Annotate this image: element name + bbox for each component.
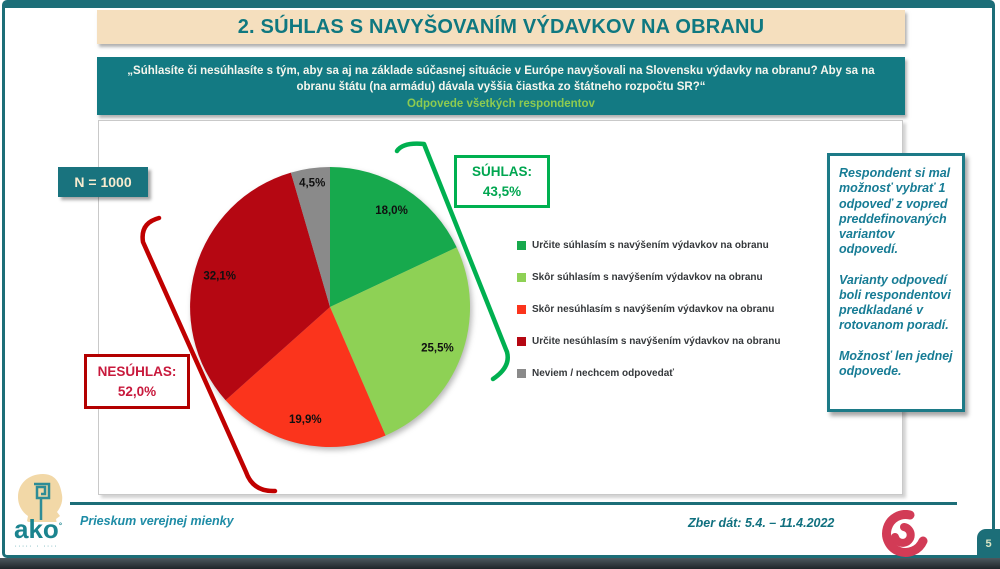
- note-paragraph: Respondent si mal možnosť vybrať 1 odpov…: [839, 166, 951, 257]
- slice-value-label: 32,1%: [203, 270, 236, 282]
- legend-item: Neviem / nechcem odpovedať: [517, 368, 817, 379]
- disagree-label: NESÚHLAS:: [97, 363, 177, 379]
- legend-item: Skôr súhlasím s navýšením výdavkov na ob…: [517, 272, 817, 283]
- logo-mark: °: [58, 521, 63, 531]
- agree-bracket: [394, 141, 510, 382]
- pie-slice-labels: 18,0% 25,5% 19,9% 32,1% 4,5%: [203, 177, 453, 426]
- disagree-bracket: [140, 215, 278, 494]
- slide-frame: [2, 0, 995, 558]
- legend-item: Určite nesúhlasím s navýšením výdavkov n…: [517, 336, 817, 347]
- footer-right-text: Zber dát: 5.4. – 11.4.2022: [688, 516, 835, 530]
- legend-label: Skôr nesúhlasím s navýšením výdavkov na …: [532, 304, 775, 315]
- ako-logo: ako° ····· · ····: [10, 472, 90, 550]
- pie-slice: [330, 167, 457, 307]
- slice-value-label: 18,0%: [375, 205, 408, 217]
- spiral-logo-icon: [882, 510, 928, 557]
- survey-question: „Súhlasíte či nesúhlasíte s tým, aby sa …: [127, 65, 875, 94]
- pie-slice: [190, 172, 330, 401]
- slice-value-label: 19,9%: [289, 414, 322, 426]
- legend-swatch: [517, 273, 526, 282]
- bottom-bar: [0, 558, 1000, 569]
- note-paragraph: Varianty odpovedí boli respondentovi pre…: [839, 272, 951, 333]
- legend-label: Určite súhlasím s navýšením výdavkov na …: [532, 240, 769, 251]
- agree-callout: SÚHLAS: 43,5%: [454, 155, 550, 208]
- pie-slice: [290, 167, 330, 307]
- logo-wordmark: ako°: [14, 514, 63, 544]
- disagree-callout: NESÚHLAS: 52,0%: [84, 354, 190, 409]
- slice-value-label: 25,5%: [421, 343, 454, 355]
- ako-head-icon: [18, 474, 63, 533]
- page-number: 5: [985, 537, 992, 550]
- legend-label: Neviem / nechcem odpovedať: [532, 368, 675, 379]
- question-box: „Súhlasíte či nesúhlasíte s tým, aby sa …: [97, 57, 905, 115]
- slide-title: 2. SÚHLAS S NAVYŠOVANÍM VÝDAVKOV NA OBRA…: [237, 15, 765, 38]
- sample-size-label: N = 1000: [74, 174, 132, 190]
- legend-swatch: [517, 305, 526, 314]
- disagree-value: 52,0%: [117, 383, 157, 399]
- agree-value: 43,5%: [482, 183, 522, 199]
- chart-legend: Určite súhlasím s navýšením výdavkov na …: [517, 240, 817, 400]
- slice-value-label: 4,5%: [299, 177, 325, 189]
- legend-label: Skôr súhlasím s navýšením výdavkov na ob…: [532, 272, 763, 283]
- page-number-tab: 5: [977, 529, 1000, 558]
- note-paragraph: Možnosť len jednej odpovede.: [839, 348, 953, 378]
- pie-chart: 18,0% 25,5% 19,9% 32,1% 4,5%: [140, 141, 510, 494]
- legend-swatch: [517, 241, 526, 250]
- question-subtitle: Odpovede všetkých respondentov: [407, 97, 595, 110]
- legend-swatch: [517, 337, 526, 346]
- legend-swatch: [517, 369, 526, 378]
- logo-tagline: ····· · ····: [15, 544, 59, 550]
- sample-size-badge: N = 1000: [58, 167, 148, 197]
- footer-divider: [70, 502, 957, 505]
- footer-left-text: Prieskum verejnej mienky: [80, 514, 234, 528]
- title-bar: 2. SÚHLAS S NAVYŠOVANÍM VÝDAVKOV NA OBRA…: [97, 10, 905, 44]
- legend-label: Určite nesúhlasím s navýšením výdavkov n…: [532, 336, 781, 347]
- legend-item: Určite súhlasím s navýšením výdavkov na …: [517, 240, 817, 251]
- methodology-note: Respondent si mal možnosť vybrať 1 odpov…: [827, 153, 965, 412]
- pie-slice: [330, 247, 471, 436]
- pie-slices: [190, 167, 471, 447]
- agree-label: SÚHLAS:: [472, 163, 532, 179]
- pie-slice: [225, 307, 386, 447]
- legend-item: Skôr nesúhlasím s navýšením výdavkov na …: [517, 304, 817, 315]
